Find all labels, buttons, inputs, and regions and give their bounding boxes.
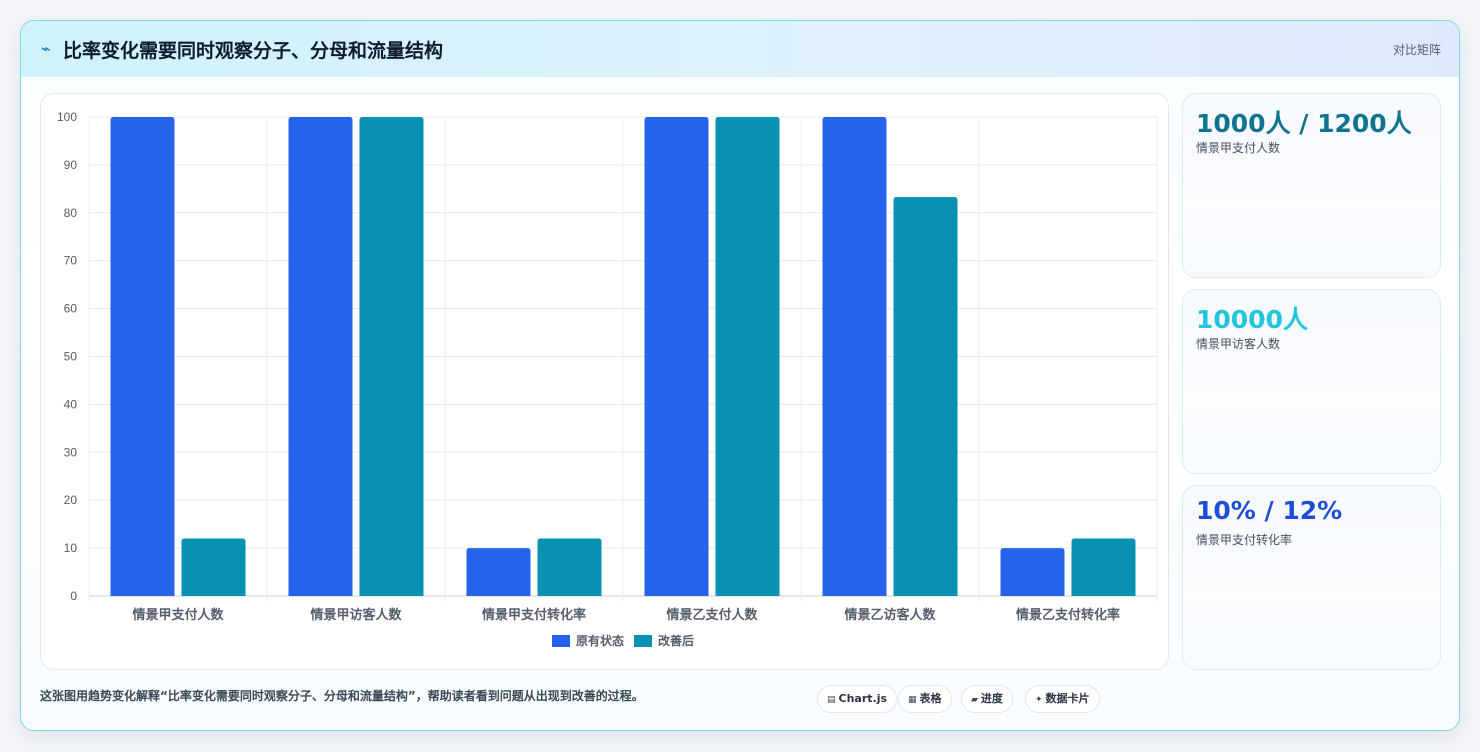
x-tick-label: 情景甲访客人数: [310, 607, 402, 623]
bar: [359, 117, 424, 596]
lightning-icon: ⌁: [41, 39, 51, 58]
legend-label: 改善后: [658, 633, 694, 648]
x-tick-label: 情景乙访客人数: [844, 607, 936, 623]
x-tick-label: 情景甲支付人数: [132, 607, 224, 623]
bar: [822, 117, 887, 596]
y-tick-label: 100: [57, 110, 77, 124]
bar: [715, 117, 780, 596]
stat-value: 10% / 12%: [1196, 496, 1343, 525]
progress-pill[interactable]: ▰ 进度: [961, 685, 1013, 713]
card-header: ⌁ 比率变化需要同时观察分子、分母和流量结构 对比矩阵: [21, 21, 1459, 77]
pill-label: 进度: [980, 692, 1003, 705]
x-tick-label: 情景乙支付人数: [666, 607, 758, 623]
table-pill[interactable]: ▦ 表格: [898, 685, 952, 713]
bar: [288, 117, 353, 596]
bar: [644, 117, 709, 596]
stat-card-2: 10000人 情景甲访客人数: [1182, 289, 1441, 474]
stat-label: 情景甲支付转化率: [1196, 533, 1293, 547]
x-tick-label: 情景甲支付转化率: [482, 607, 586, 623]
y-tick-label: 30: [64, 445, 78, 459]
pill-label: Chart.js: [838, 692, 888, 705]
card-title: 比率变化需要同时观察分子、分母和流量结构: [63, 40, 444, 62]
chart-card: ⌁ 比率变化需要同时观察分子、分母和流量结构 对比矩阵 0 10 20 30 40 50 6…: [20, 20, 1460, 731]
table-icon: ▦: [908, 695, 917, 705]
y-tick-label: 50: [64, 350, 78, 364]
chart-icon: ▤: [827, 695, 836, 705]
bar: [537, 538, 602, 596]
bar-chart: 0 10 20 30 40 50 60 70 80 90 100 情景甲支付人数 情景甲访客人数 情景甲支…: [57, 110, 1158, 648]
bar-chart-panel: 0 10 20 30 40 50 60 70 80 90 100 情景甲支付人数 情景甲访客人数 情景甲支…: [40, 93, 1169, 670]
y-tick-label: 90: [64, 158, 78, 172]
stat-value: 10000人: [1196, 305, 1308, 334]
bar: [181, 538, 246, 596]
y-tick-label: 80: [64, 206, 78, 220]
bar: [1071, 538, 1136, 596]
stat-label: 情景甲支付人数: [1196, 141, 1281, 155]
legend-label: 原有状态: [576, 633, 624, 648]
chart-caption: 这张图用趋势变化解释“比率变化需要同时观察分子、分母和流量结构”，帮助读者看到问…: [40, 689, 644, 703]
stat-value: 1000人 / 1200人: [1196, 109, 1412, 138]
y-tick-label: 0: [70, 589, 77, 603]
chartjs-pill[interactable]: ▤ Chart.js: [817, 685, 898, 713]
bar: [110, 117, 175, 596]
y-tick-label: 70: [64, 254, 78, 268]
x-tick-label: 情景乙支付转化率: [1016, 607, 1120, 623]
y-tick-label: 20: [64, 493, 78, 507]
y-tick-label: 10: [64, 541, 78, 555]
progress-icon: ▰: [971, 695, 978, 705]
stat-card-3: 10% / 12% 情景甲支付转化率: [1182, 485, 1441, 670]
y-tick-label: 40: [64, 397, 78, 411]
sparkle-icon: ✦: [1035, 695, 1043, 705]
bar: [466, 548, 531, 596]
bar: [1000, 548, 1065, 596]
legend-swatch: [634, 635, 652, 647]
bar: [893, 196, 958, 597]
pill-label: 表格: [919, 692, 942, 705]
comparison-matrix-tag: 对比矩阵: [1392, 43, 1441, 57]
stat-card-1: 1000人 / 1200人 情景甲支付人数: [1182, 93, 1441, 278]
stat-label: 情景甲访客人数: [1196, 337, 1281, 351]
y-tick-label: 60: [64, 302, 78, 316]
legend-swatch: [552, 635, 570, 647]
pill-label: 数据卡片: [1045, 692, 1090, 705]
data-card-pill[interactable]: ✦ 数据卡片: [1025, 685, 1100, 713]
